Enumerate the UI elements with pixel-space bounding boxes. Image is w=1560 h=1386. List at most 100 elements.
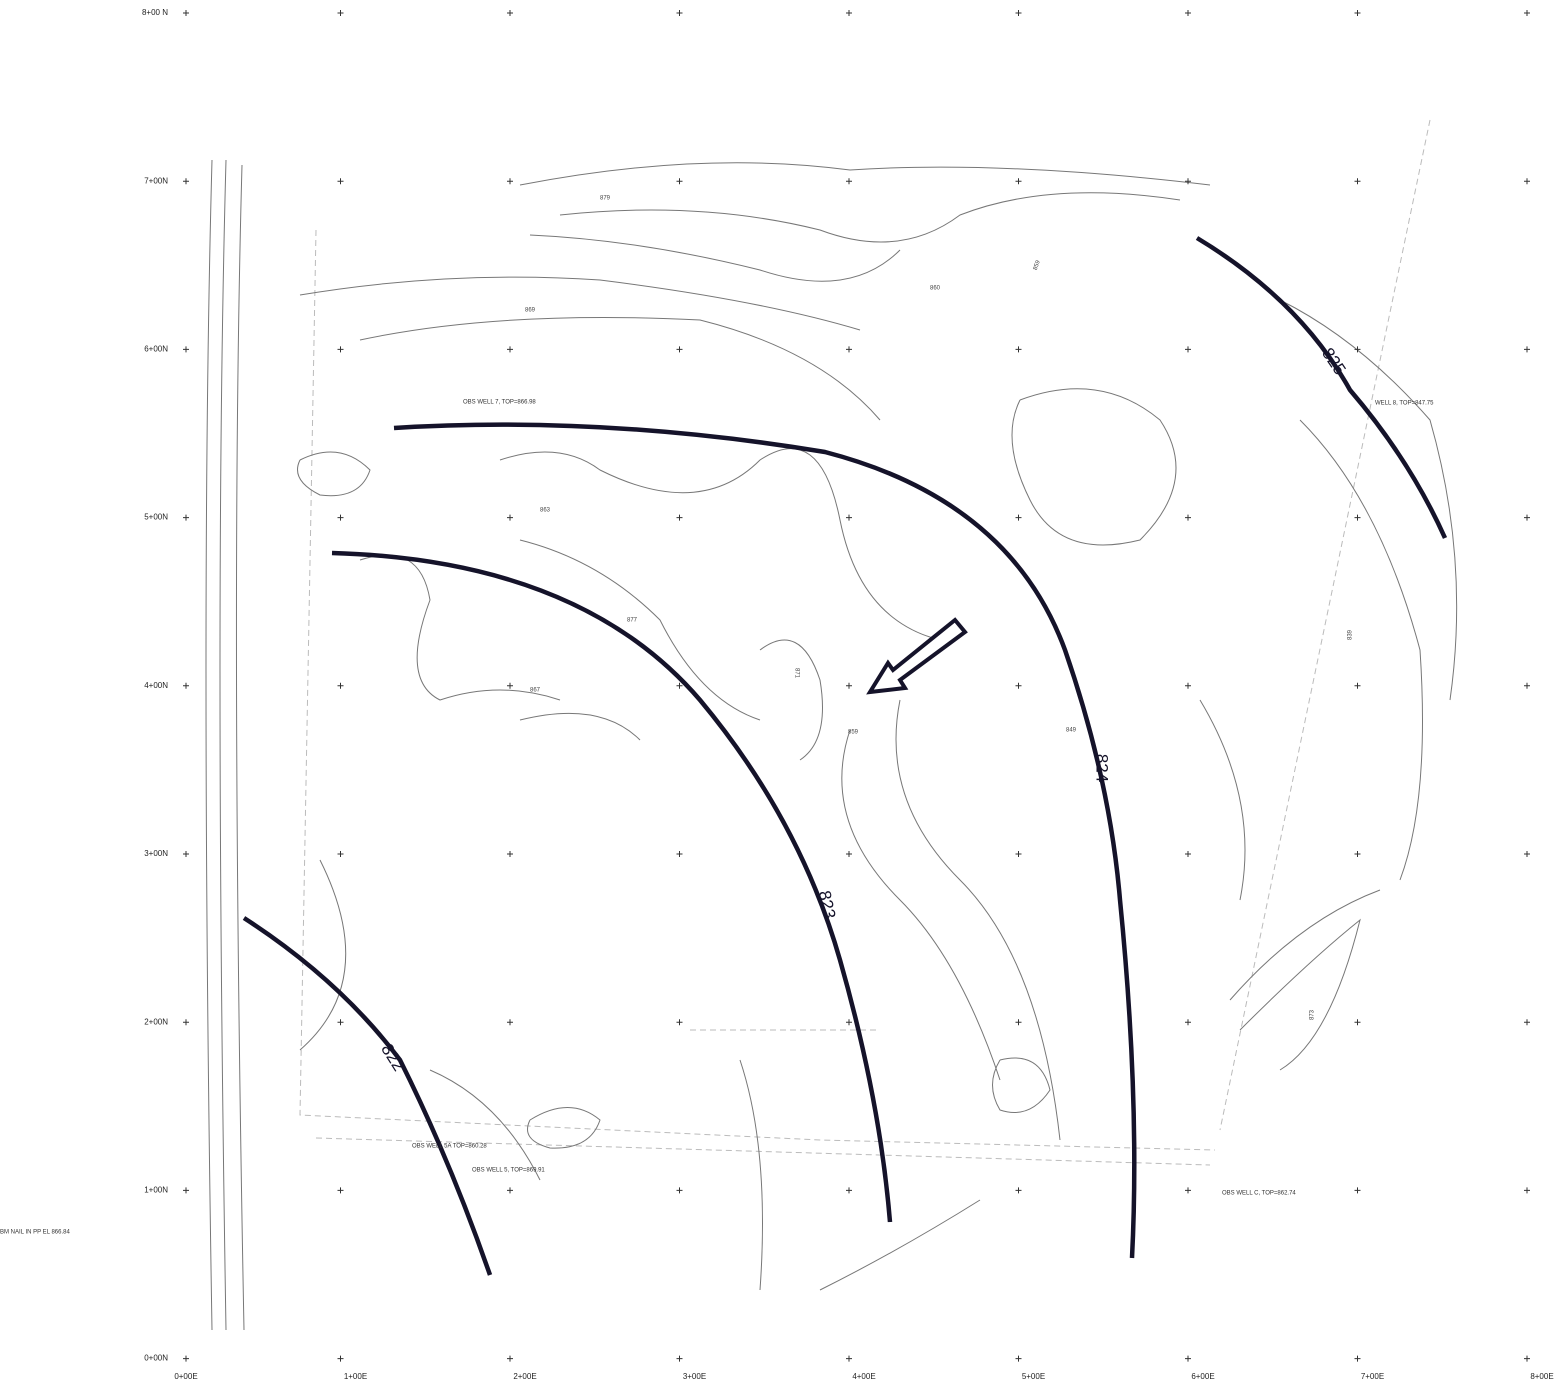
grid-cross — [1185, 851, 1191, 857]
contour-label: 871 — [793, 668, 799, 679]
linework — [206, 120, 1457, 1330]
contour-label: 867 — [530, 688, 541, 694]
contour-label: 877 — [627, 618, 638, 624]
grid-cross — [1524, 1356, 1530, 1362]
grid-cross — [1016, 515, 1022, 521]
grid-cross — [677, 178, 683, 184]
grid-cross — [846, 1187, 852, 1193]
grid-cross — [1016, 1019, 1022, 1025]
grid-cross — [1185, 1019, 1191, 1025]
grid-cross — [1016, 10, 1022, 16]
north-label: 4+00N — [144, 681, 168, 690]
grid-cross — [183, 1019, 189, 1025]
grid-cross — [507, 1019, 513, 1025]
east-label: 2+00E — [513, 1372, 536, 1381]
heavy-contour-label: 823 — [815, 889, 839, 921]
contour — [1200, 300, 1457, 1070]
north-label: 7+00N — [144, 176, 168, 185]
grid-cross — [1524, 178, 1530, 184]
grid-cross — [677, 1356, 683, 1362]
grid-cross — [1524, 683, 1530, 689]
grid-cross — [338, 1356, 344, 1362]
grid-cross — [846, 851, 852, 857]
east-label: 8+00E — [1530, 1372, 1553, 1381]
grid-cross — [338, 1187, 344, 1193]
grid-cross — [183, 10, 189, 16]
grid-cross — [1185, 1187, 1191, 1193]
north-label: 1+00N — [144, 1186, 168, 1195]
grid-cross — [1524, 1187, 1530, 1193]
grid-cross — [338, 346, 344, 352]
east-label: 4+00E — [852, 1372, 875, 1381]
map: 8+00 N 7+00N 6+00N 5+00N 4+00N 3+00N 2+00N 1+00… — [0, 0, 1560, 1386]
grid-cross — [1355, 178, 1361, 184]
grid-cross — [677, 346, 683, 352]
grid-cross — [338, 1019, 344, 1025]
contour-label: 863 — [540, 508, 551, 514]
heavy-contour-label: 824 — [1093, 754, 1112, 782]
east-label: 5+00E — [1022, 1372, 1045, 1381]
east-label: 1+00E — [344, 1372, 367, 1381]
grid-cross — [1355, 851, 1361, 857]
well-label: OBS WELL C, TOP=862.74 — [1222, 1191, 1296, 1197]
grid-cross — [1355, 1356, 1361, 1362]
grid-cross — [507, 515, 513, 521]
grid-cross — [507, 178, 513, 184]
grid-cross — [507, 346, 513, 352]
grid-cross — [1355, 1019, 1361, 1025]
grid-cross — [1524, 1019, 1530, 1025]
heavy-contour — [1197, 238, 1445, 538]
east-label: 3+00E — [683, 1372, 706, 1381]
east-label: 7+00E — [1361, 1372, 1384, 1381]
grid-cross — [183, 1356, 189, 1362]
grid-cross — [1185, 683, 1191, 689]
grid-cross — [507, 10, 513, 16]
grid-cross — [338, 178, 344, 184]
heavy-contour — [244, 918, 490, 1275]
grid-cross — [338, 10, 344, 16]
grid-cross — [183, 346, 189, 352]
east-label: 0+00E — [174, 1372, 197, 1381]
grid-cross — [846, 683, 852, 689]
grid-cross — [677, 10, 683, 16]
grid-cross — [183, 683, 189, 689]
well-label: OBS WELL 5, TOP=869.91 — [472, 1168, 545, 1174]
grid-cross — [1016, 851, 1022, 857]
arrow — [870, 620, 965, 692]
grid-cross — [846, 515, 852, 521]
grid-cross — [1185, 178, 1191, 184]
grid-cross — [183, 851, 189, 857]
grid-cross — [1524, 851, 1530, 857]
contour — [500, 449, 1060, 1140]
contour-label: 859 — [1033, 259, 1042, 271]
grid-cross — [1016, 1356, 1022, 1362]
contour — [298, 389, 1177, 1148]
contour-label: 860 — [930, 286, 941, 292]
contour-label: 873 — [1310, 1009, 1316, 1020]
grid-cross — [507, 683, 513, 689]
contour-label: 859 — [848, 730, 859, 736]
grid-cross — [1355, 10, 1361, 16]
benchmark-label: BM NAIL IN PP EL 866.84 — [0, 1230, 70, 1236]
north-label: 2+00N — [144, 1017, 168, 1026]
grid-cross — [1016, 1187, 1022, 1193]
contour — [300, 555, 980, 1290]
well-label: OBS WELL 7, TOP=866.98 — [463, 400, 536, 406]
grid-cross — [1016, 346, 1022, 352]
grid-cross — [677, 1187, 683, 1193]
east-label: 6+00E — [1191, 1372, 1214, 1381]
north-label: 3+00N — [144, 849, 168, 858]
grid-cross — [1355, 515, 1361, 521]
contour-label: 849 — [1066, 728, 1077, 734]
north-label: 6+00N — [144, 345, 168, 354]
contour-label: 879 — [600, 196, 611, 202]
grid-cross — [1524, 10, 1530, 16]
grid-cross — [846, 1356, 852, 1362]
grid-cross — [338, 683, 344, 689]
north-label: 8+00 N — [142, 8, 168, 17]
grid-cross — [1524, 346, 1530, 352]
grid-cross — [338, 515, 344, 521]
grid-cross — [183, 515, 189, 521]
grid-cross — [846, 1019, 852, 1025]
north-label: 5+00N — [144, 513, 168, 522]
